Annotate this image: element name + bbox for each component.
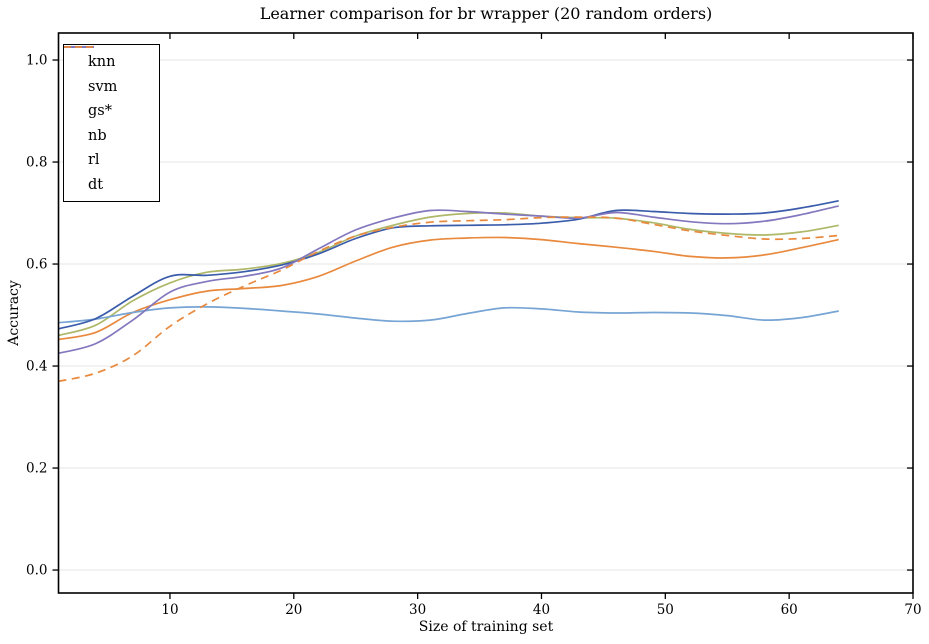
legend-item-rl: rl <box>64 46 159 173</box>
chart-title: Learner comparison for br wrapper (20 ra… <box>260 4 713 23</box>
legend-item-gs: gs* <box>64 46 159 124</box>
tick-marks <box>52 33 914 599</box>
x-tick-label: 20 <box>285 602 302 618</box>
legend-item-nb: nb <box>64 46 159 149</box>
series-line-knn <box>58 236 839 341</box>
x-axis-label: Size of training set <box>419 619 554 635</box>
axes-spines <box>57 32 914 594</box>
series-line-dt <box>58 216 839 383</box>
series-line-nb <box>58 199 839 330</box>
legend-label: svm <box>88 78 118 95</box>
x-tick-label: 10 <box>161 602 178 618</box>
series-lines <box>58 199 839 383</box>
legend-label: knn <box>88 54 116 70</box>
x-tick-label: 60 <box>781 602 798 618</box>
legend: knn svm gs* nb rl dt <box>63 44 160 202</box>
tick-labels: 10 20 30 40 50 60 70 0.0 0.2 0.4 0.6 0.8 1.0 <box>26 53 922 618</box>
legend-label: nb <box>88 127 107 144</box>
gridlines <box>58 59 913 571</box>
y-tick-label: 0.4 <box>26 359 47 375</box>
x-tick-label: 70 <box>904 602 921 618</box>
x-tick-label: 40 <box>533 602 550 618</box>
y-tick-label: 0.8 <box>26 155 47 171</box>
legend-label: dt <box>88 176 104 193</box>
legend-label: gs* <box>88 103 112 119</box>
legend-item-knn: knn <box>64 46 159 75</box>
y-tick-label: 0.0 <box>26 563 47 579</box>
y-axis-label: Accuracy <box>6 280 22 347</box>
plot-border <box>57 32 914 594</box>
series-line-rl <box>58 205 839 355</box>
y-tick-label: 1.0 <box>26 53 47 69</box>
x-tick-label: 30 <box>409 602 426 618</box>
legend-item-svm: svm <box>64 46 159 100</box>
legend-line-swatch <box>64 46 94 48</box>
y-tick-label: 0.6 <box>26 257 47 273</box>
series-line-svm <box>58 211 839 337</box>
legend-item-dt: dt <box>64 46 159 198</box>
legend-label: rl <box>88 152 100 168</box>
y-tick-label: 0.2 <box>26 461 47 477</box>
series-line-gs <box>58 306 839 324</box>
x-tick-label: 50 <box>657 602 674 618</box>
